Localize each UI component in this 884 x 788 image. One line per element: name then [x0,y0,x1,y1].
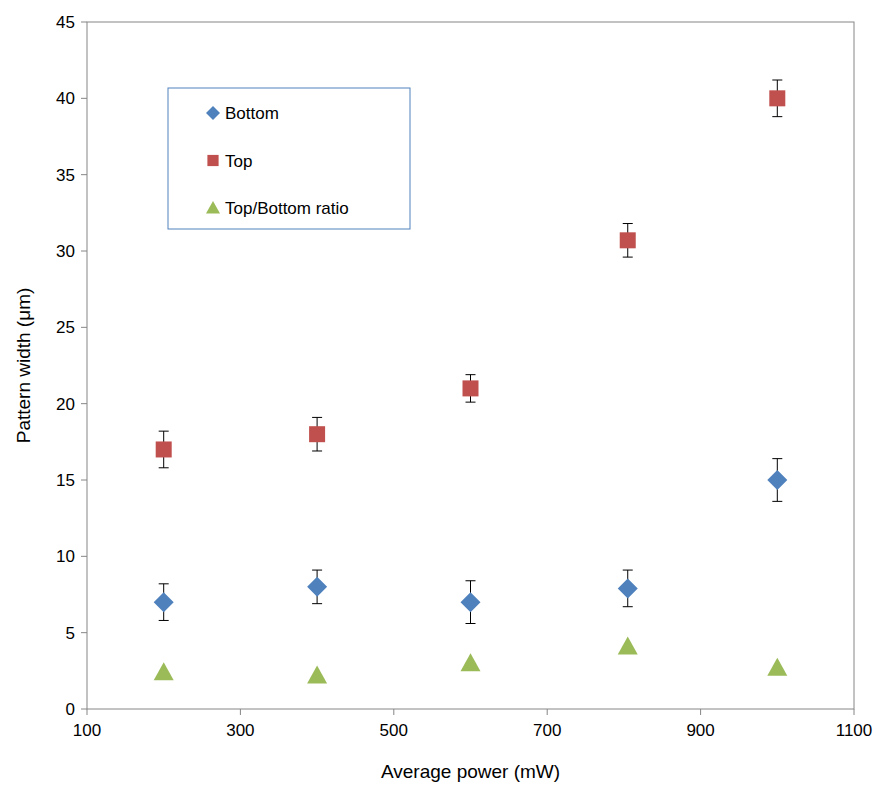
x-tick-label: 500 [380,721,408,740]
background [0,0,884,788]
legend-box [168,88,410,229]
y-tick [81,174,87,175]
point [307,665,327,683]
point [307,577,327,597]
point [156,441,172,457]
legend-marker [207,155,218,166]
point [463,380,479,396]
x-axis-title: Average power (mW) [381,761,560,782]
plot-marks [154,80,788,683]
y-axis-title: Pattern width (μm) [13,288,34,444]
point [767,658,787,676]
series [154,636,788,683]
legend-marker [206,106,220,120]
plot-frame [87,22,854,709]
y-tick-label: 10 [56,547,75,566]
y-tick [81,251,87,252]
point [309,426,325,442]
point [767,470,787,490]
point [769,90,785,106]
x-tick-label: 700 [533,721,561,740]
y-tick [81,556,87,557]
y-tick-label: 35 [56,166,75,185]
y-tick [81,327,87,328]
y-tick [81,98,87,99]
series [154,459,788,624]
y-tick [81,480,87,481]
x-tick [240,709,241,715]
y-tick [81,632,87,633]
y-tick-label: 5 [66,624,75,643]
point [461,592,481,612]
x-tick [700,709,701,715]
point [620,232,636,248]
legend-label: Top [225,152,252,171]
x-tick [854,709,855,715]
legend-label: Bottom [225,104,279,123]
y-tick-label: 0 [66,700,75,719]
y-tick-label: 45 [56,13,75,32]
series [156,80,786,468]
x-tick [393,709,394,715]
y-tick-label: 40 [56,89,75,108]
point [618,636,638,654]
legend: Bottom Top Top/Bottom ratio [168,88,410,229]
legend-marker [206,201,220,214]
point [618,578,638,598]
y-tick [81,22,87,23]
y-tick-label: 30 [56,242,75,261]
point [461,653,481,671]
point [154,592,174,612]
legend-label: Top/Bottom ratio [225,199,349,218]
x-tick-label: 300 [226,721,254,740]
chart: 100 300 500 700 900 1100 0 5 10 15 20 25 30 35 40 45 Ave… [0,0,884,788]
x-tick [87,709,88,715]
y-tick-label: 20 [56,395,75,414]
y-tick-label: 15 [56,471,75,490]
x-tick-label: 100 [73,721,101,740]
x-tick-label: 1100 [836,721,873,740]
y-tick [81,709,87,710]
x-tick-label: 900 [686,721,714,740]
y-tick-label: 25 [56,318,75,337]
y-tick [81,403,87,404]
point [154,662,174,680]
x-tick [547,709,548,715]
